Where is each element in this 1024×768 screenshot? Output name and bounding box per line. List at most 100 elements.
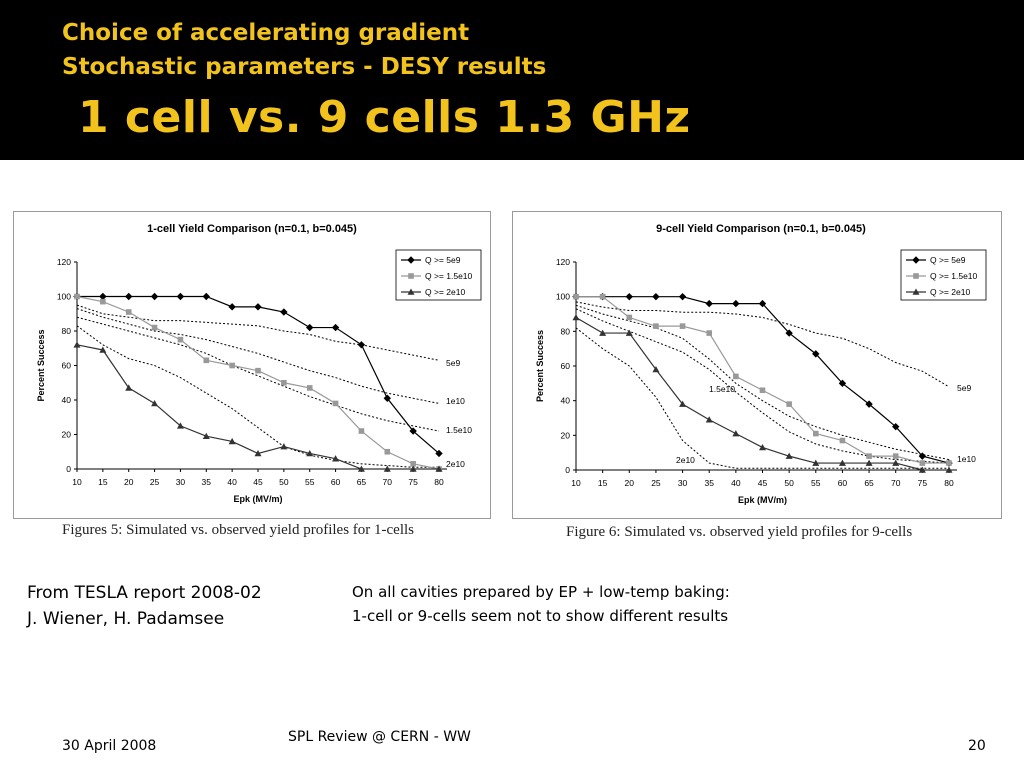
chart2-data-point [653, 323, 659, 329]
chart2-curve-label: 5e9 [957, 383, 971, 393]
chart1-y-label: Percent Success [36, 329, 46, 401]
chart2-data-point [839, 437, 846, 444]
chart1-data-point [125, 309, 132, 315]
chart1-y-tick-label: 0 [66, 464, 71, 474]
chart2-data-point [892, 453, 899, 459]
chart2-x-tick-label: 45 [758, 478, 768, 488]
chart1-data-point [151, 399, 159, 407]
chart1-x-tick-label: 70 [383, 477, 393, 487]
chart1-data-point [125, 292, 133, 301]
chart2-legend-label: Q >= 1.5e10 [930, 271, 978, 281]
chart1-data-point [435, 465, 443, 472]
chart1-x-tick-label: 80 [434, 477, 444, 487]
chart1-data-point [410, 461, 416, 467]
chart1-curve-label: 1.5e10 [446, 425, 472, 435]
chart1-simulated-curve [76, 325, 439, 468]
chart2-data-point [918, 452, 927, 460]
chart1-legend-label: Q >= 2e10 [425, 287, 465, 297]
chart2-simulated-curve [575, 301, 950, 388]
chart1-simulated-curve [76, 304, 440, 361]
chart1-legend-marker [407, 256, 415, 264]
chart1-data-point [125, 384, 133, 391]
chart2-curve-label: 1e10 [957, 454, 976, 464]
chart2-simulated-curve [575, 304, 950, 461]
chart2-data-point [892, 422, 900, 431]
chart1-y-tick-label: 60 [62, 361, 72, 371]
chart1-legend-marker [407, 288, 415, 295]
chart2-data-point [812, 459, 820, 466]
chart1-y-tick-label: 100 [57, 292, 71, 302]
note-text: On all cavities prepared by EP + low-tem… [352, 580, 730, 628]
chart1-x-tick-label: 50 [279, 477, 289, 487]
chart1-data-point [409, 427, 417, 435]
note-line-2: 1-cell or 9-cells seem not to show diffe… [352, 607, 729, 625]
chart2-curve-label: 1.5e10 [709, 384, 735, 394]
chart-1cell-svg: 1-cell Yield Comparison (n=0.1, b=0.045)… [36, 223, 482, 504]
chart2-data-point [892, 459, 900, 466]
chart1-x-label: Epk (MV/m) [233, 494, 282, 504]
chart1-data-point [255, 367, 261, 374]
chart2-data-point [706, 330, 713, 336]
chart1-data-point [177, 336, 184, 343]
chart1-x-tick-label: 20 [124, 477, 134, 487]
chart1-data-point [229, 362, 235, 369]
chart1-data-point [306, 449, 314, 457]
chart2-simulated-curve [575, 308, 950, 464]
chart2-data-point [732, 430, 740, 437]
chart1-data-point [435, 449, 443, 458]
chart2-data-point [679, 400, 687, 407]
chart1-data-point [99, 292, 107, 301]
chart1-data-point [358, 428, 365, 434]
chart1-data-point [280, 443, 288, 450]
chart1-data-point [332, 400, 339, 407]
chart2-data-point [865, 459, 873, 466]
chart2-data-point [786, 401, 792, 407]
chart1-data-point [254, 449, 262, 457]
chart1-data-point [228, 437, 236, 445]
chart2-y-tick-label: 40 [561, 396, 571, 406]
slide-body: 1-cell Yield Comparison (n=0.1, b=0.045)… [0, 160, 1024, 768]
chart1-x-tick-label: 75 [408, 477, 418, 487]
chart2-x-label: Epk (MV/m) [738, 495, 787, 505]
chart1-data-point [280, 308, 288, 316]
chart1-data-point [176, 292, 185, 301]
chart2-legend-marker [912, 256, 920, 264]
page-number: 20 [968, 738, 986, 754]
chart2-x-tick-label: 15 [598, 478, 608, 488]
chart2-curve-label: 2e10 [676, 455, 695, 465]
chart1-data-point [332, 455, 340, 462]
chart1-x-tick-label: 45 [253, 477, 263, 487]
chart1-title: 1-cell Yield Comparison (n=0.1, b=0.045) [147, 223, 357, 235]
chart2-x-tick-label: 50 [784, 478, 794, 488]
chart1-data-point [254, 303, 262, 311]
chart2-data-point [625, 329, 633, 336]
chart2-data-point [678, 292, 687, 301]
chart1-data-point [281, 379, 287, 386]
chart2-x-tick-label: 25 [651, 478, 661, 488]
chart2-x-tick-label: 30 [678, 478, 688, 488]
chart2-data-point [705, 299, 713, 308]
chart2-data-point [652, 292, 660, 301]
chart2-y-tick-label: 20 [561, 430, 571, 440]
chart2-data-point [572, 313, 580, 321]
chart1-y-tick-label: 120 [57, 257, 71, 267]
chart1-x-tick-label: 30 [176, 477, 186, 487]
chart1-x-tick-label: 60 [331, 477, 341, 487]
chart1-x-tick-label: 15 [98, 477, 108, 487]
chart2-data-point [918, 466, 926, 473]
chart2-data-point [679, 323, 686, 329]
chart1-data-point [150, 292, 159, 301]
chart2-x-tick-label: 35 [704, 478, 714, 488]
chart1-data-point [100, 298, 106, 305]
chart1-data-point [202, 432, 210, 440]
chart2-data-point [625, 292, 633, 301]
chart2-data-point [626, 314, 633, 321]
chart2-data-point [759, 443, 766, 451]
chart2-x-tick-label: 10 [571, 478, 581, 488]
chart2-legend-marker [912, 288, 920, 295]
chart1-data-point [176, 422, 184, 429]
chart1-data-point [203, 357, 210, 364]
chart2-data-point [865, 400, 873, 408]
chart-9cell-svg: 9-cell Yield Comparison (n=0.1, b=0.045)… [535, 223, 987, 505]
chart2-data-point [732, 299, 740, 308]
